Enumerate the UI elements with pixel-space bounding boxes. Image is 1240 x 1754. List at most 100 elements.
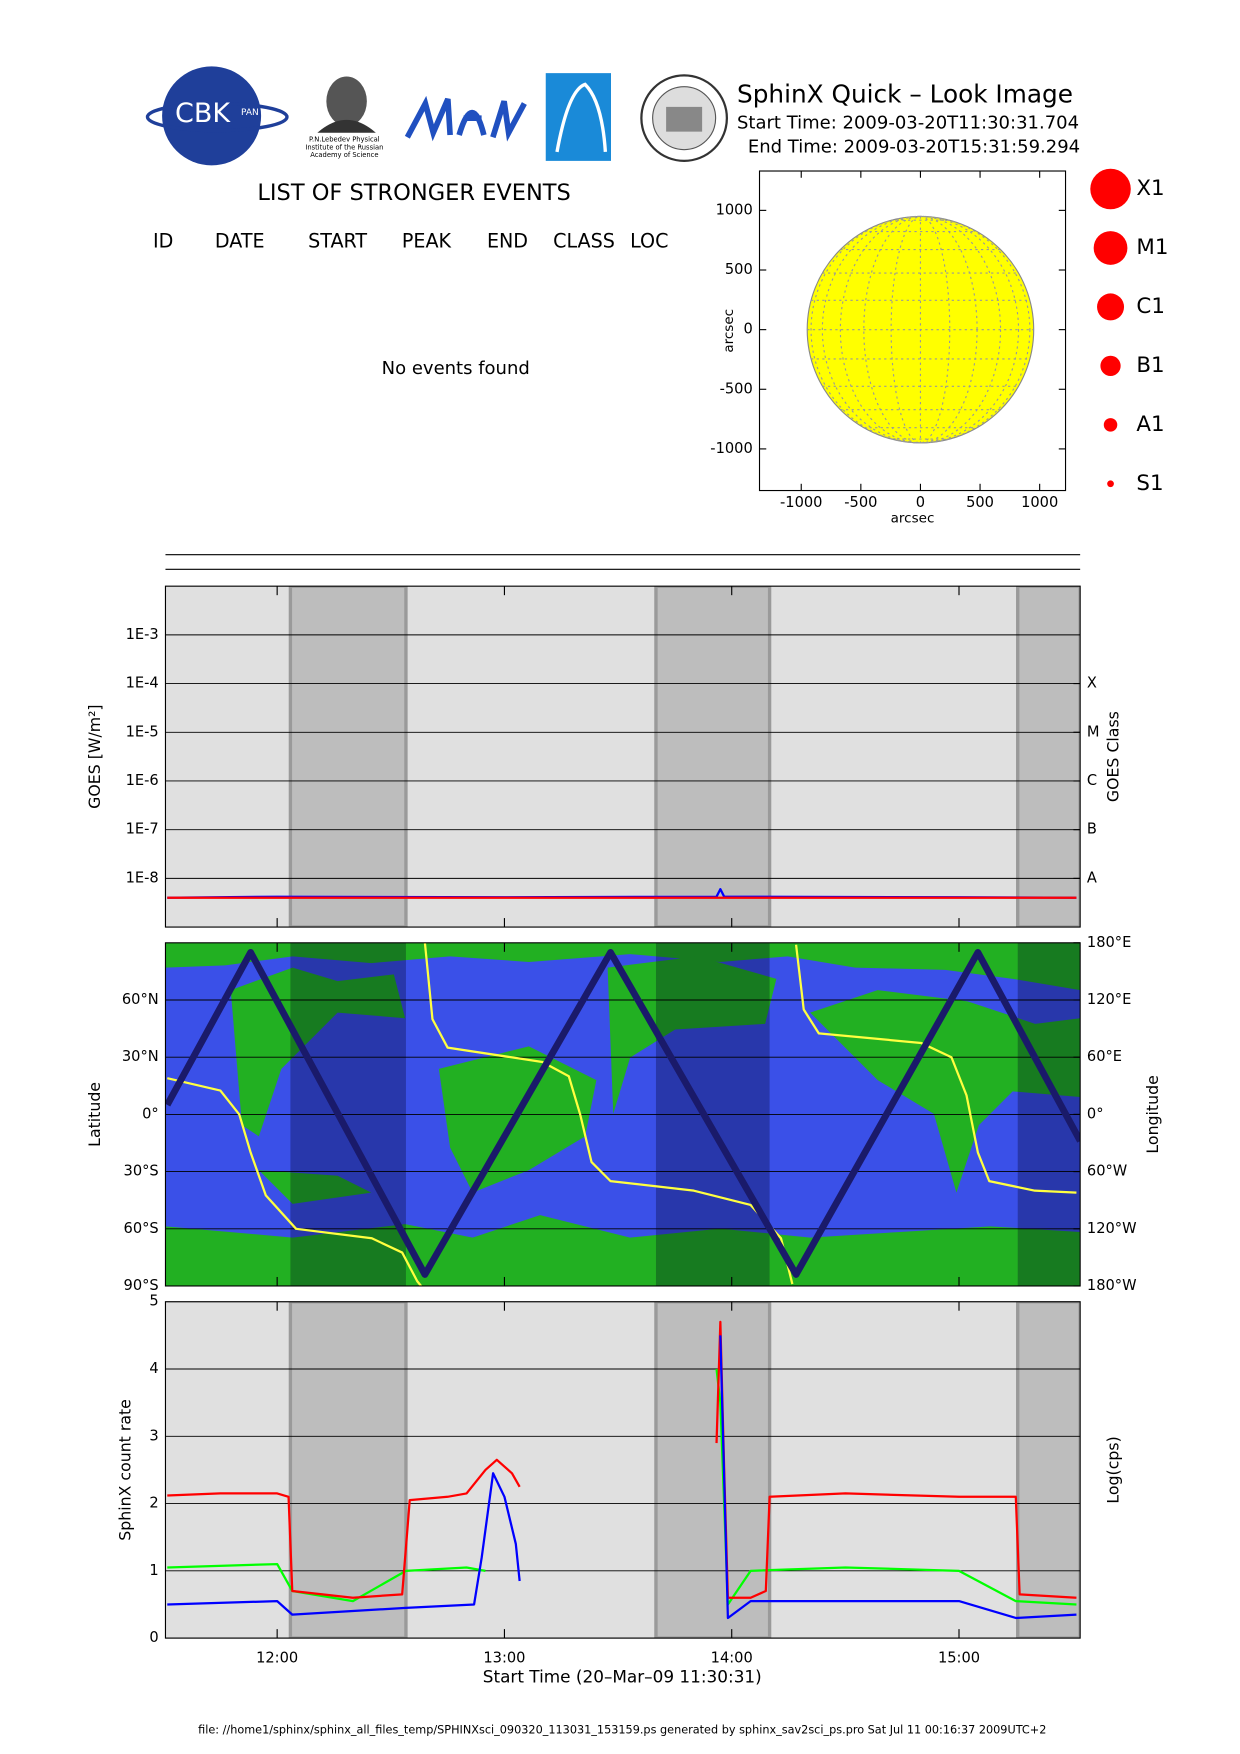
y2-tick-label: A [1087,869,1097,886]
class-label: B1 [1136,353,1164,378]
sun-meridian [890,215,951,444]
night-band [288,586,408,928]
y-tick-label: 60°S [124,1220,159,1237]
column-header: START [308,229,367,252]
y2-axis-label: GOES Class [1103,711,1122,802]
night-band [1016,1301,1081,1639]
column-header: DATE [215,229,265,252]
logo-stroke [490,100,527,142]
x-tick-label: 500 [966,494,994,511]
y-tick-label: 0° [142,1105,159,1122]
cbk-ring [145,101,289,133]
y-tick-label: 3 [149,1427,158,1444]
panel-frame [164,585,1081,928]
x-tick-label: -1000 [780,494,822,511]
panel [165,586,1081,928]
y-tick-label: 1E-6 [126,772,159,789]
column-header: CLASS [553,229,615,252]
y-axis-label: GOES [W/m²] [85,704,104,808]
class-label: A1 [1136,412,1164,437]
y-tick-label: 60°N [122,991,159,1008]
lebedev-logo: P.N.Lebedev Physical Institute of the Ru… [305,76,383,159]
logo-arc [555,82,608,153]
lebedev-text: Institute of the Russian [305,143,383,151]
series-line [165,949,1081,1278]
y-tick-label: -1000 [710,440,752,457]
land-patch [258,1170,372,1204]
land-patch [165,1215,1081,1286]
events-message: No events found [382,358,530,379]
x-axis-label: Start Time (20–Mar–09 11:30:31) [483,1666,762,1686]
seal-building [666,106,703,132]
logo-stroke [404,95,453,142]
land-patch [607,956,777,1114]
y2-tick-label: C [1087,772,1097,789]
end-time: End Time: 2009-03-20T15:31:59.294 [748,136,1080,157]
y-tick-label: 90°S [124,1277,159,1294]
column-header: LOC [630,229,668,252]
series-line [167,1368,1077,1606]
y2-tick-label: 60°E [1087,1048,1122,1065]
y-tick-label: 1E-5 [126,723,159,740]
x-tick-label: 12:00 [256,1649,298,1666]
x-tick-label: 13:00 [483,1649,525,1666]
series-line [167,1335,1077,1620]
y2-tick-label: 180°E [1087,934,1131,951]
y-tick-label: 2 [149,1495,158,1512]
class-marker [1107,480,1114,488]
class-label: C1 [1136,294,1165,319]
night-band [288,1301,408,1639]
y2-tick-label: 120°E [1087,991,1131,1008]
y2-tick-label: 120°W [1087,1220,1137,1237]
y2-tick-label: M [1087,723,1100,740]
class-label: M1 [1136,235,1168,260]
y2-axis-label: Log(cps) [1103,1436,1122,1503]
class-label: S1 [1136,471,1163,496]
y-tick-label: 1 [149,1562,158,1579]
land-patch [165,942,1081,991]
events-title: LIST OF STRONGER EVENTS [257,180,570,206]
seal-logo [640,74,729,163]
panel-frame [164,1301,1081,1639]
y2-tick-label: X [1087,675,1097,692]
y-tick-label: 500 [725,261,753,278]
sun-meridian [821,215,1020,444]
y2-tick-label: 60°W [1087,1163,1127,1180]
x-tick-label: -500 [844,494,877,511]
class-marker [1093,231,1128,265]
y2-tick-label: 0° [1087,1105,1104,1122]
class-marker [1097,293,1125,321]
night-band [1016,586,1081,928]
y-axis-label: arcsec [721,309,737,353]
y-tick-label: 1E-4 [126,675,159,692]
panel [165,1301,1081,1639]
header-title: SphinX Quick – Look Image [737,80,1073,109]
y-tick-label: 4 [149,1360,158,1377]
class-marker [1103,418,1118,432]
land-patch [810,990,1081,1193]
y2-axis-label: Longitude [1143,1075,1162,1153]
y-tick-label: 5 [149,1293,158,1310]
y-axis-label: Latitude [85,1082,104,1147]
institute-logo [545,73,611,161]
column-header: END [487,229,528,252]
y-tick-label: 1000 [716,201,753,218]
x-tick-label: 14:00 [711,1649,753,1666]
footer: file: //home1/sphinx/sphinx_all_files_te… [198,1723,1046,1736]
night-band [654,1301,772,1639]
land-patch [230,967,406,1137]
mfan-logo [404,95,527,142]
land-map [165,942,1081,1286]
cbk-text: CBK [175,98,231,129]
y-tick-label: 1E-7 [126,821,159,838]
y-tick-label: 30°S [124,1163,159,1180]
class-marker [1090,168,1131,210]
y-tick-label: 0 [149,1629,158,1646]
y-tick-label: 1E-8 [126,869,159,886]
y-tick-label: 30°N [122,1048,159,1065]
column-header: ID [153,229,173,252]
cbk-disc [162,66,262,166]
x-tick-label: 15:00 [938,1649,980,1666]
logo-stroke [456,109,487,136]
